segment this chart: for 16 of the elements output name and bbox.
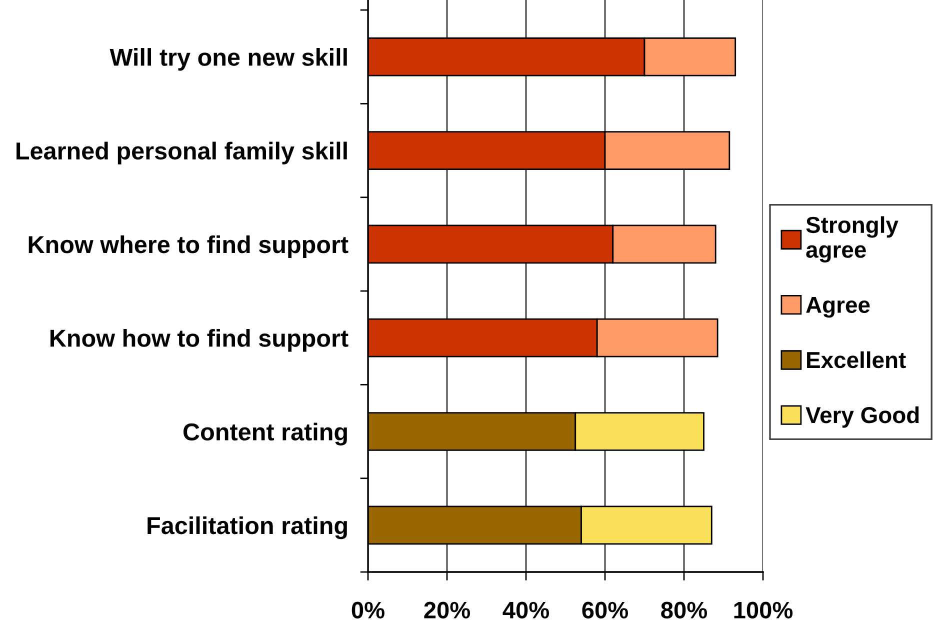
y-tick-label: Learned personal family skill [16,142,347,164]
y-tick-label: Know how to find support [50,329,348,352]
x-tick-label: 100% [734,602,793,619]
legend-label: Excellent [807,351,906,368]
y-tick-label: Know where to find support [28,235,348,258]
x-tick-label: 40% [502,602,550,619]
x-tick-label: 60% [582,602,628,619]
x-tick-label: 20% [424,602,470,619]
legend-label: Agree [806,297,870,318]
x-tick-label: 80% [661,602,708,619]
y-tick-label: Will try one new skill [110,48,347,71]
legend-label: Strongly agree [806,216,898,262]
y-tick-label: Content rating [184,422,347,446]
y-tick-label: Facilitation rating [148,516,347,540]
x-tick-label: 0% [352,602,384,619]
legend-label: Very Good [806,406,919,428]
